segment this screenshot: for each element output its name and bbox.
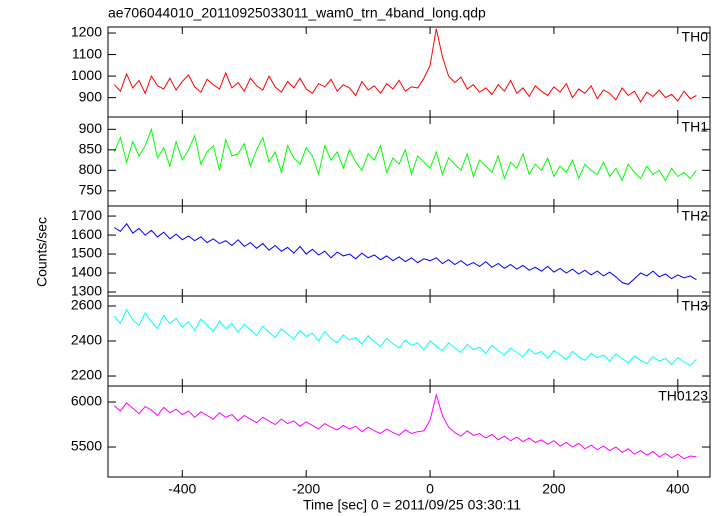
- y-tick-label: 1100: [72, 45, 102, 61]
- x-tick-label: 0: [426, 481, 434, 497]
- panel-label: TH1: [682, 119, 709, 135]
- y-tick-label: 1500: [71, 245, 102, 261]
- panel-label: TH0: [682, 29, 709, 45]
- y-tick-label: 1200: [71, 24, 102, 40]
- y-tick-label: 2600: [71, 297, 102, 313]
- y-axis-label: Counts/sec: [34, 217, 50, 287]
- panel-frame: [107, 205, 711, 297]
- y-tick-label: 900: [79, 88, 103, 104]
- series-line: [113, 392, 697, 460]
- y-tick-label: 1400: [71, 264, 102, 280]
- panel-frame: [107, 385, 711, 478]
- y-tick-label: 850: [79, 141, 103, 157]
- chart-title: ae706044010_20110925033011_wam0_trn_4ban…: [108, 5, 486, 21]
- panel-frame: [107, 116, 711, 207]
- y-tick-label: 1700: [71, 207, 102, 223]
- y-tick-label: 5500: [71, 438, 102, 454]
- y-tick-label: 2400: [71, 332, 102, 348]
- y-tick-label: 6000: [71, 393, 102, 409]
- series-line: [113, 308, 697, 367]
- panel-label: TH0123: [658, 388, 708, 404]
- series-line: [113, 127, 697, 182]
- x-tick-label: -400: [168, 481, 196, 497]
- y-tick-label: 2200: [71, 367, 102, 383]
- y-tick-label: 1300: [71, 283, 102, 299]
- series-line: [113, 222, 697, 285]
- y-tick-label: 750: [79, 182, 103, 198]
- x-axis-label: Time [sec] 0 = 2011/09/25 03:30:11: [303, 497, 521, 513]
- series-line: [113, 28, 697, 103]
- panel-label: TH2: [682, 208, 709, 224]
- panel-frame: [107, 26, 711, 118]
- y-tick-label: 1000: [71, 67, 102, 83]
- panel-label: TH3: [682, 298, 709, 314]
- y-tick-label: 900: [79, 120, 103, 136]
- x-tick-label: -200: [292, 481, 320, 497]
- x-tick-label: 400: [666, 481, 690, 497]
- panel-frame: [107, 295, 711, 387]
- y-tick-label: 1600: [71, 226, 102, 242]
- y-tick-label: 800: [79, 161, 103, 177]
- x-tick-label: 200: [542, 481, 566, 497]
